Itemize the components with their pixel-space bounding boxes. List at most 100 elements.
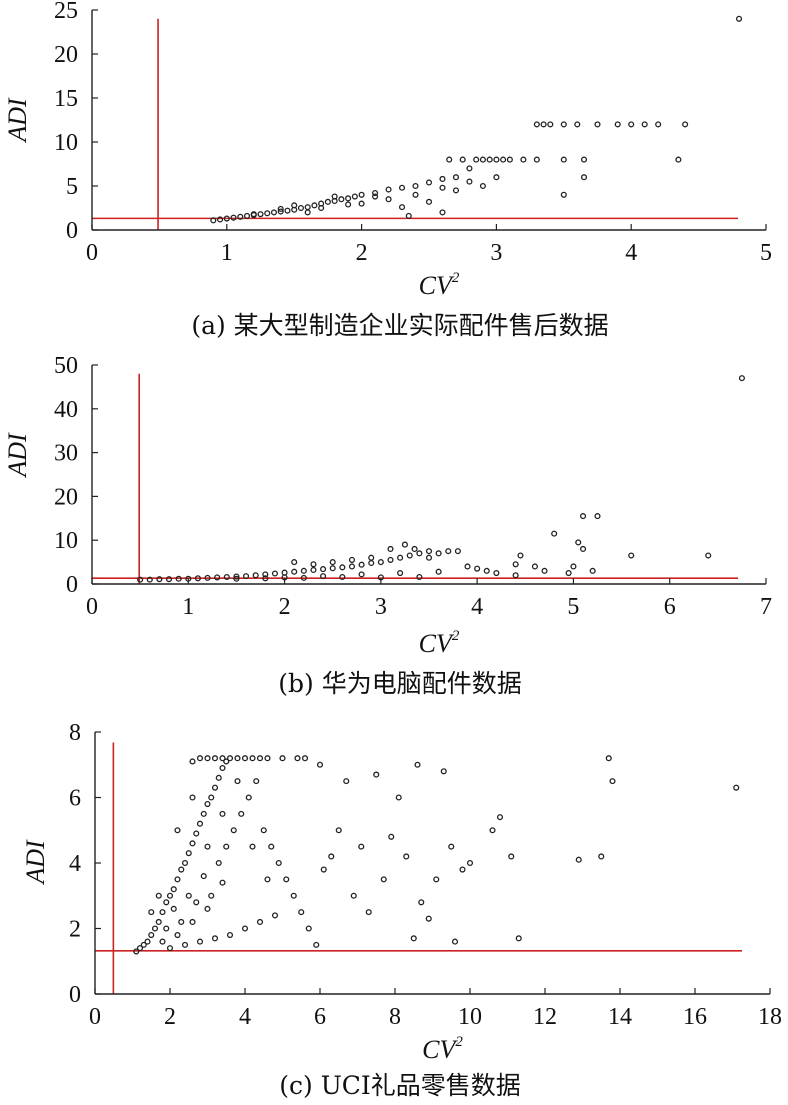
panel-a-data-point bbox=[459, 156, 466, 163]
panel-c-data-point bbox=[223, 843, 230, 850]
panel-a-data-point bbox=[439, 209, 446, 216]
panel-b-data-point bbox=[416, 550, 423, 557]
panel-c-data-point bbox=[185, 892, 192, 899]
panel-b-ylabel: ADI bbox=[3, 432, 32, 479]
panel-c-data-point bbox=[155, 892, 162, 899]
panel-c-data-point bbox=[298, 909, 305, 916]
panel-a-data-point bbox=[439, 184, 446, 191]
panel-c-data-point bbox=[196, 755, 204, 762]
panel-a-data-point bbox=[560, 156, 567, 163]
panel-a-data-point bbox=[479, 156, 486, 163]
panel-a-y-tick-label: 15 bbox=[54, 86, 78, 112]
panel-c-data-point bbox=[283, 876, 290, 883]
panel-b-data-point bbox=[570, 563, 577, 570]
panel-a-data-point bbox=[425, 179, 433, 186]
panel-c-data-point bbox=[414, 761, 421, 768]
panel-b-x-tick-label: 7 bbox=[760, 594, 772, 620]
panel-c-y-tick-label: 0 bbox=[69, 982, 81, 1008]
panel-c-x-tick-label: 4 bbox=[239, 1004, 251, 1030]
panel-b-data-point bbox=[223, 573, 230, 581]
panel-b-data-point bbox=[411, 545, 418, 553]
panel-a-data-point bbox=[547, 121, 554, 128]
panel-a-data-point bbox=[560, 121, 567, 128]
panel-c-xlabel: CV2 bbox=[422, 1034, 463, 1064]
panel-a-data-point bbox=[358, 191, 365, 198]
panel-c-data-point bbox=[174, 876, 181, 883]
panel-c-x-tick-label: 6 bbox=[314, 1004, 326, 1030]
panel-b-data-point bbox=[339, 564, 346, 571]
panel-b-data-point bbox=[320, 573, 327, 580]
panel-a-data-point bbox=[452, 174, 460, 181]
panel-c-data-point bbox=[335, 827, 342, 834]
panel-b-data-point bbox=[512, 561, 519, 568]
panel-a-data-point bbox=[446, 156, 453, 163]
panel-b-data-point bbox=[233, 575, 240, 582]
panel-c-data-point bbox=[260, 827, 267, 834]
panel-b-data-point bbox=[252, 572, 259, 579]
panel-c-data-point bbox=[223, 758, 230, 765]
panel-c-x-tick-label: 12 bbox=[533, 1004, 557, 1030]
panel-a-data-point bbox=[385, 186, 392, 193]
panel-b-data-point bbox=[262, 575, 269, 582]
panel-b-xlabel-sup: 2 bbox=[452, 628, 460, 644]
panel-b-data-point bbox=[358, 561, 365, 568]
panel-c-y-tick-label: 4 bbox=[69, 851, 81, 877]
panel-a-data-point bbox=[351, 193, 358, 200]
panel-c-xlabel-sup: 2 bbox=[455, 1034, 463, 1050]
panel-a-ylabel: ADI bbox=[3, 97, 32, 144]
panel-c-data-point bbox=[365, 909, 372, 916]
panel-c-data-point bbox=[425, 915, 432, 922]
panel-c-data-point bbox=[204, 843, 211, 850]
panel-a-data-point bbox=[324, 198, 331, 205]
panel-b-data-point bbox=[233, 573, 240, 580]
panel-b-data-point bbox=[406, 552, 413, 559]
panel-a-data-point bbox=[345, 201, 352, 208]
panel-a-data-point bbox=[628, 121, 635, 128]
panel-b-data-point bbox=[705, 552, 712, 559]
panel-c-data-point bbox=[238, 810, 245, 817]
panel-b-data-point bbox=[425, 548, 433, 555]
panel-c-ylabel: ADI bbox=[21, 839, 50, 886]
panel-a-caption: (a) 某大型制造企业实际配件售后数据 bbox=[191, 311, 608, 340]
panel-b-data-point bbox=[281, 569, 288, 576]
panel-c-y-tick-label: 6 bbox=[69, 786, 81, 812]
panel-a-data-point bbox=[500, 156, 507, 163]
panel-c-x-tick-label: 2 bbox=[164, 1004, 176, 1030]
panel-b-data-point bbox=[368, 554, 375, 561]
panel-c-data-point bbox=[170, 905, 177, 912]
panel-c-points bbox=[133, 755, 740, 955]
panel-b-x-tick-label: 5 bbox=[567, 594, 579, 620]
panel-b-data-point bbox=[387, 545, 394, 553]
panel-c-data-point bbox=[226, 755, 234, 762]
panel-c-data-point bbox=[163, 899, 170, 906]
panel-b-data-point bbox=[320, 566, 327, 573]
panel-c-data-point bbox=[204, 905, 211, 912]
panel-c-data-point bbox=[253, 778, 260, 785]
panel-c-data-point bbox=[208, 794, 215, 801]
panel-b-data-point bbox=[329, 559, 336, 566]
panel-a-data-point bbox=[230, 214, 237, 221]
panel-a-data-point bbox=[682, 121, 689, 128]
panel-b-data-point bbox=[377, 559, 384, 566]
panel-a-data-point bbox=[398, 184, 406, 191]
panel-c-data-point bbox=[196, 820, 204, 827]
panel-c-data-point bbox=[181, 941, 189, 948]
panel-c-data-point bbox=[256, 755, 264, 762]
panel-a-data-point bbox=[675, 156, 682, 163]
panel-b-data-point bbox=[165, 576, 173, 583]
panel-a-data-point bbox=[372, 193, 379, 200]
panel-b-data-point bbox=[551, 530, 558, 537]
panel-b-data-point bbox=[483, 567, 490, 574]
panel-b-data-point bbox=[628, 552, 635, 559]
panel-a-data-point bbox=[655, 121, 662, 128]
panel-b-y-tick-label: 20 bbox=[54, 484, 78, 510]
panel-c-data-point bbox=[189, 918, 196, 925]
panel-b-data-point bbox=[425, 554, 433, 561]
panel-a-xlabel-main: CV bbox=[419, 271, 455, 300]
panel-c-data-point bbox=[609, 778, 616, 785]
panel-c-data-point bbox=[144, 938, 151, 945]
panel-b-data-point bbox=[387, 556, 394, 563]
panel-b-data-point bbox=[474, 565, 481, 572]
